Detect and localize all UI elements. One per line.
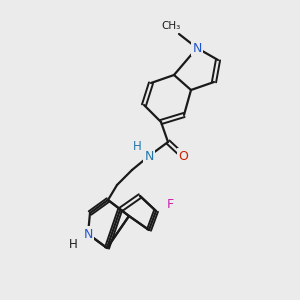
Text: N: N [83,227,93,241]
Text: H: H [69,238,77,250]
Text: O: O [178,149,188,163]
Text: N: N [192,41,202,55]
Text: H: H [133,140,141,154]
Text: CH₃: CH₃ [161,21,181,31]
Text: F: F [167,199,174,212]
Text: N: N [144,149,154,163]
